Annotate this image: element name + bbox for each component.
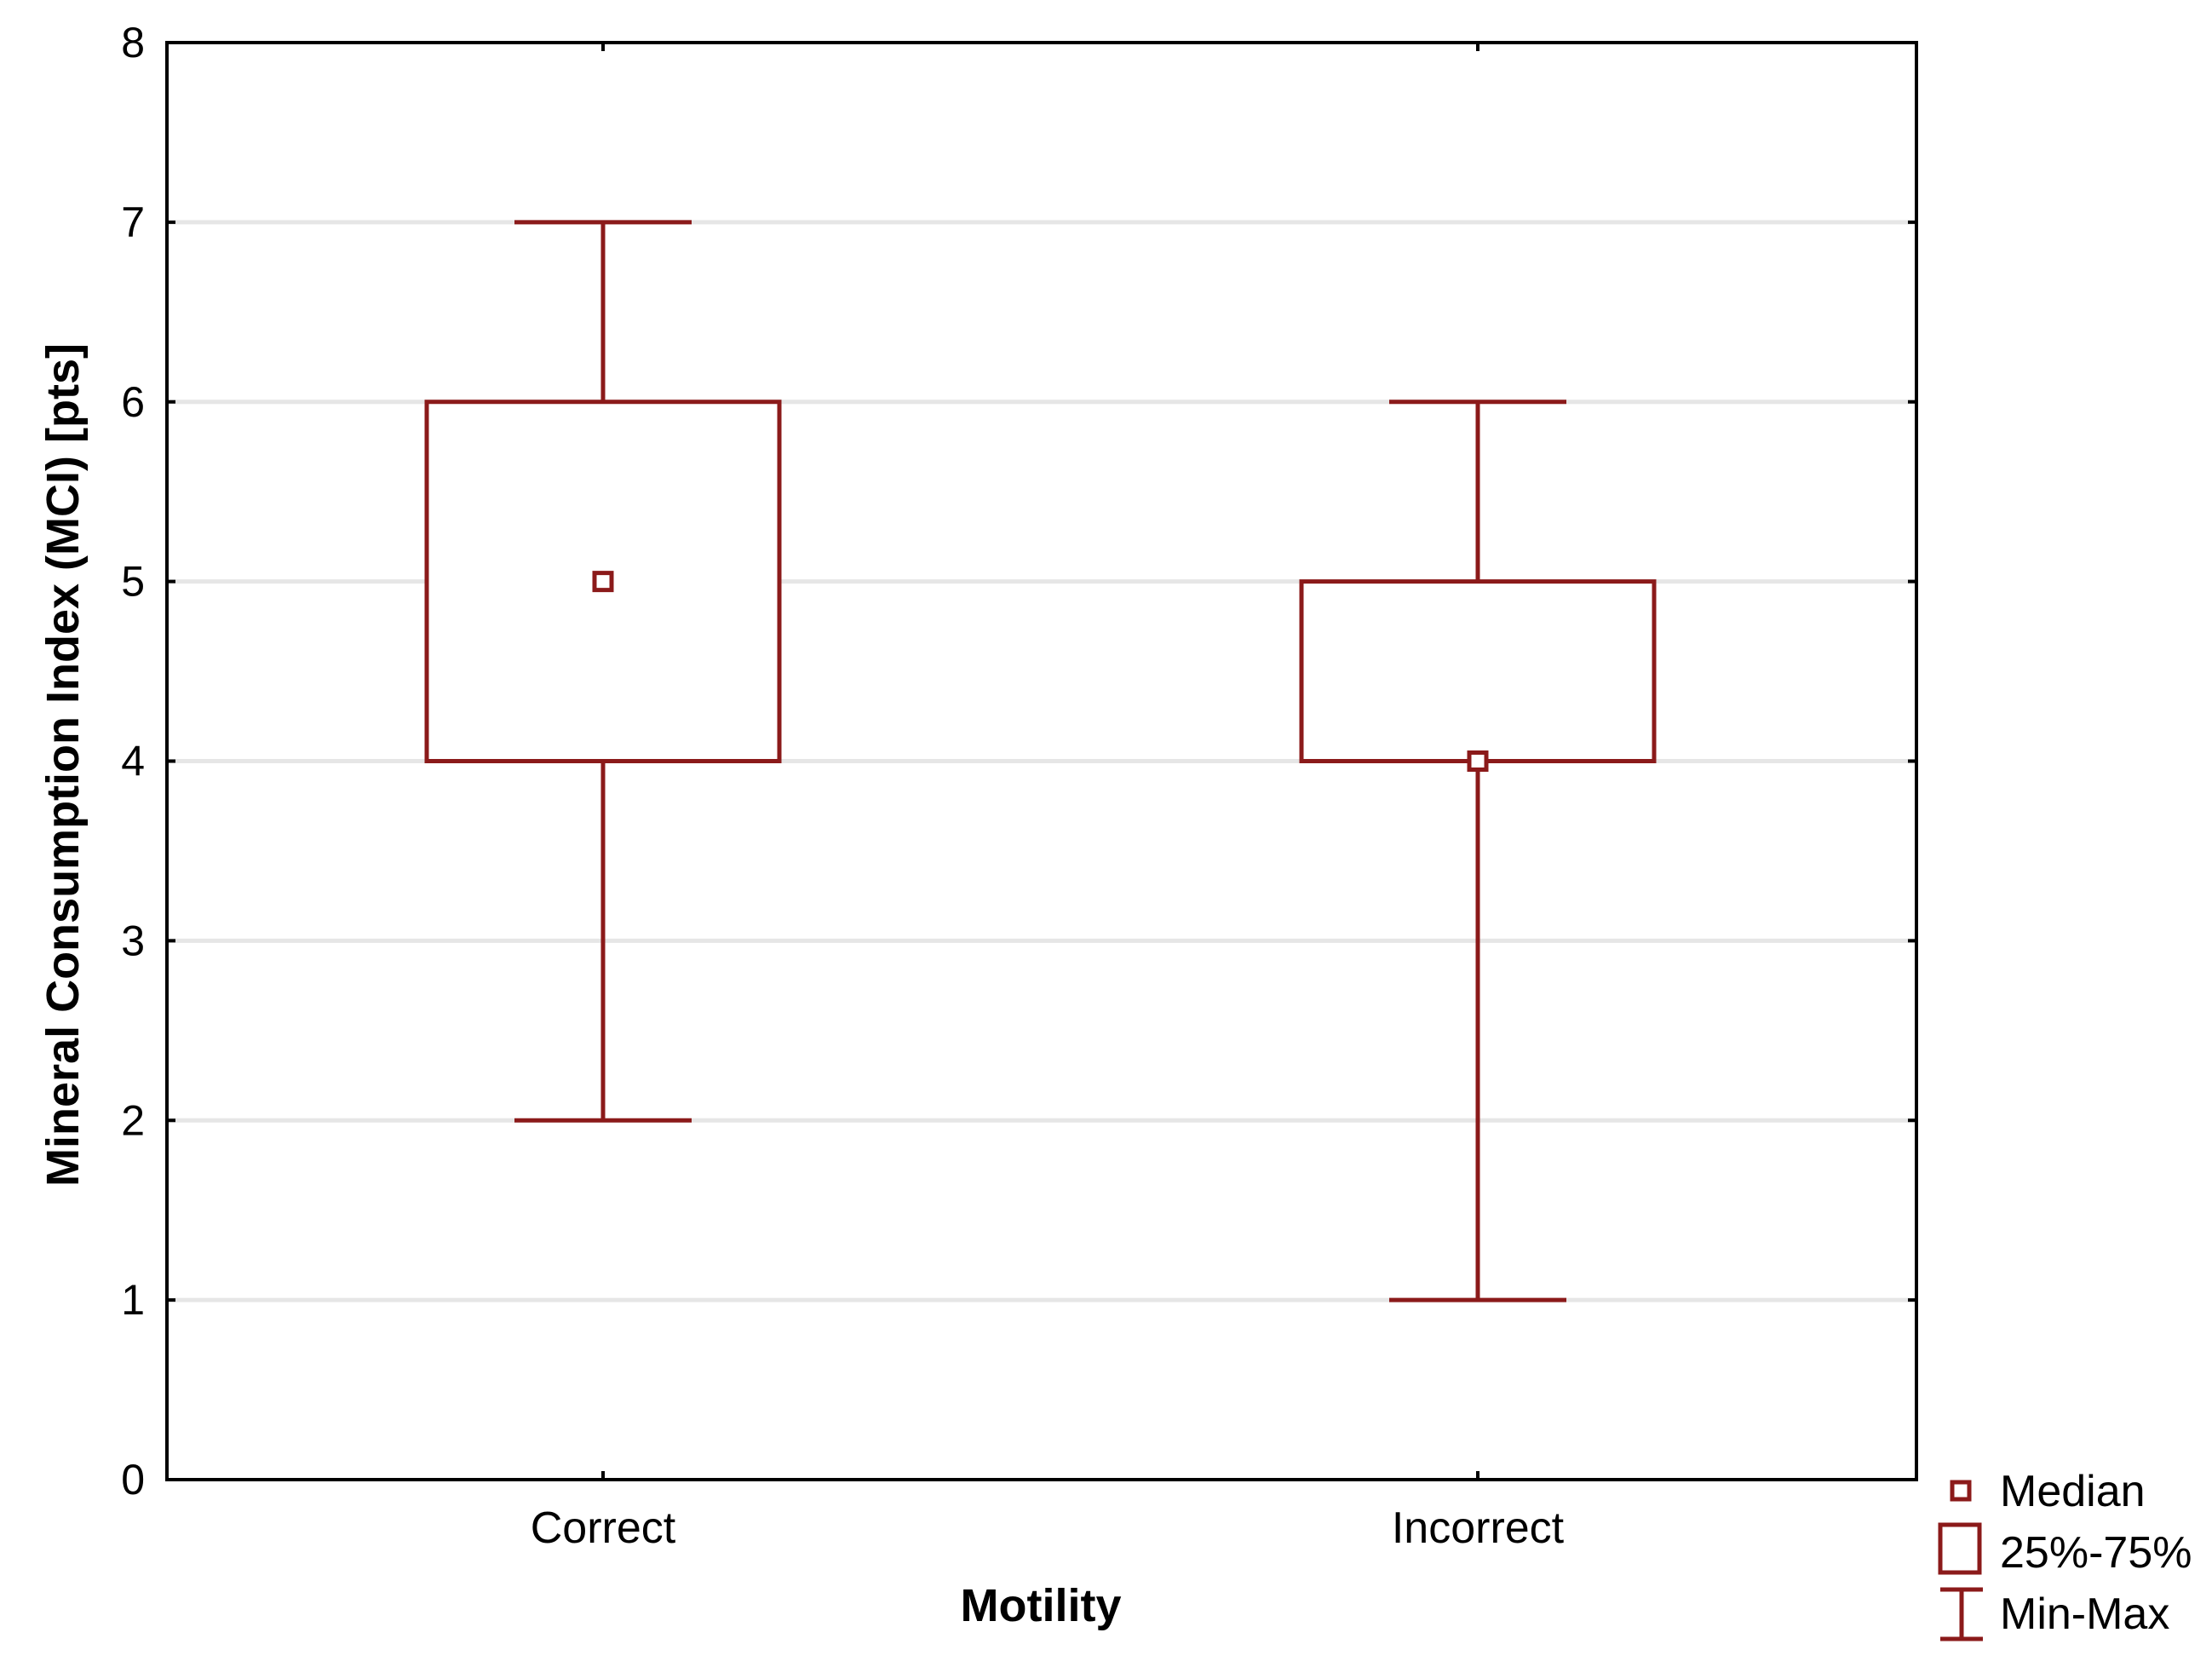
x-tick-label: Incorrect: [1392, 1503, 1565, 1553]
y-tick-label: 6: [121, 378, 145, 426]
y-axis-title: Mineral Consumption Index (MCI) [pts]: [37, 343, 89, 1187]
y-tick-label: 8: [121, 19, 145, 66]
legend: Median 25%-75% Min-Max: [1938, 1467, 2192, 1641]
legend-whisker-label: Min-Max: [2000, 1590, 2169, 1639]
boxes: [424, 220, 1657, 1302]
median-marker: [592, 571, 614, 593]
x-tick-label: Correct: [531, 1503, 676, 1553]
legend-whisker-icon: [1940, 1587, 1983, 1641]
legend-median-label: Median: [2000, 1467, 2146, 1516]
iqr-box: [1299, 579, 1657, 763]
y-tick-label: 4: [121, 738, 145, 785]
median-marker: [1467, 750, 1489, 772]
box-group-incorrect: [1299, 400, 1657, 1302]
legend-box-icon: [1938, 1522, 1982, 1575]
x-axis-title: Motility: [961, 1580, 1122, 1631]
x-tick-labels: Correct Incorrect: [531, 1503, 1565, 1553]
y-tick-label: 2: [121, 1096, 145, 1144]
axis-ticks: [167, 41, 1916, 1481]
legend-box-label: 25%-75%: [2000, 1528, 2192, 1578]
y-tick-label: 5: [121, 558, 145, 606]
y-tick-labels: 0 1 2 3 4 5 6 7 8: [121, 19, 145, 1503]
legend-median-icon: [1950, 1480, 1972, 1502]
y-tick-label: 1: [121, 1276, 145, 1324]
y-tick-label: 3: [121, 917, 145, 964]
y-tick-label: 7: [121, 198, 145, 246]
y-tick-label: 0: [121, 1456, 145, 1503]
box-group-correct: [424, 220, 782, 1123]
